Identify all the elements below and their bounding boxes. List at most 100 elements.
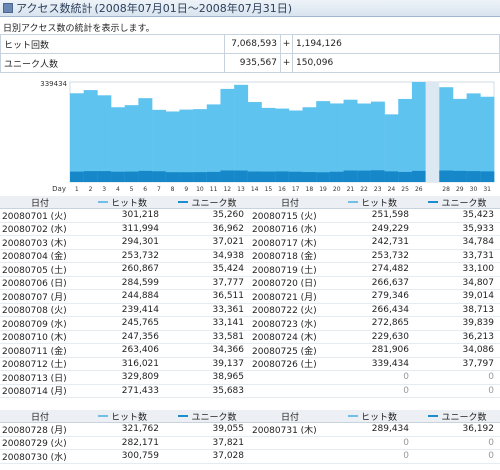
unique-bar xyxy=(70,171,84,182)
hit-bar xyxy=(398,98,413,182)
row-date: 20080711 (金) xyxy=(2,346,67,357)
table-header: 日付 ヒット数 ユニーク数 xyxy=(250,410,500,423)
header-unique: ユニーク数 xyxy=(415,196,500,209)
row-unique: 39,839 xyxy=(462,318,495,329)
row-unique: 35,423 xyxy=(462,210,495,221)
row-hit: 0 xyxy=(403,451,409,462)
hit-bar xyxy=(275,108,290,182)
hit-legend-icon xyxy=(347,201,358,203)
row-date: 20080725 (金) xyxy=(252,346,317,357)
header-unique-label: ユニーク数 xyxy=(191,198,237,209)
x-tick-label: 11 xyxy=(210,186,218,193)
x-tick-label: 30 xyxy=(470,186,478,193)
unique-legend-icon xyxy=(428,201,439,203)
row-unique: 33,731 xyxy=(462,250,495,261)
x-tick-label: 23 xyxy=(374,186,382,193)
row-unique: 34,366 xyxy=(212,345,245,356)
row-hit: 321,762 xyxy=(121,424,159,435)
header-date: 日付 xyxy=(280,198,299,209)
unique-bar xyxy=(398,171,413,182)
x-tick-label: 18 xyxy=(306,186,314,193)
access-chart: 339434 Day 1 2 3 4 5 6 7 8 9 10 11 12 13 14 15 16 17 18 19 20… xyxy=(0,74,500,194)
row-date: 20080728 (月) xyxy=(2,425,67,436)
hit-bar xyxy=(384,114,399,182)
description: 日別アクセス数の統計を表示します。 xyxy=(3,24,155,34)
row-hit: 249,229 xyxy=(371,223,409,234)
daily-table-1: 日付 ヒット数 ユニーク数 20080701 (火) 301,218 35,260 2… xyxy=(0,196,500,408)
row-date: 20080723 (水) xyxy=(252,319,317,330)
unique-bar xyxy=(343,170,358,182)
hit-bar xyxy=(111,107,126,182)
hit-bar xyxy=(316,101,331,182)
row-unique: 39,055 xyxy=(212,424,245,435)
row-unique: 38,965 xyxy=(212,372,245,383)
header-unique: ユニーク数 xyxy=(165,410,250,423)
unique-bar xyxy=(234,170,249,182)
row-date: 20080729 (火) xyxy=(2,439,67,450)
row-hit: 253,732 xyxy=(371,250,409,261)
unique-bar xyxy=(452,170,467,182)
row-hit: 282,171 xyxy=(121,437,159,448)
x-tick-label: 29 xyxy=(456,186,464,193)
row-hit: 339,434 xyxy=(371,358,409,369)
daily-table-2: 日付 ヒット数 ユニーク数 20080728 (月) 321,762 39,055 2… xyxy=(0,410,500,468)
header-hit-label: ヒット数 xyxy=(110,412,147,423)
row-unique: 33,361 xyxy=(212,304,245,315)
x-tick-label: 5 xyxy=(130,186,134,193)
unique-bar xyxy=(329,171,344,182)
row-unique: 33,141 xyxy=(212,318,245,329)
summary-value: 935,567 xyxy=(224,53,281,73)
stats-icon xyxy=(3,3,13,13)
row-date: 20080722 (火) xyxy=(252,306,317,317)
header-unique-label: ユニーク数 xyxy=(191,412,237,423)
hit-bar xyxy=(343,99,358,182)
header-hit-label: ヒット数 xyxy=(360,412,397,423)
hit-bar xyxy=(193,109,208,182)
x-tick-label: 17 xyxy=(292,186,300,193)
row-date: 20080716 (水) xyxy=(252,225,317,236)
table-left-column: 日付 ヒット数 ユニーク数 20080728 (月) 321,762 39,055 2… xyxy=(0,410,250,464)
row-date: 20080731 (木) xyxy=(252,425,317,436)
x-tick-label: 6 xyxy=(143,186,147,193)
table-row: 20080717 (木) 242,731 34,784 xyxy=(250,236,500,250)
table-row: 20080725 (金) 281,906 34,086 xyxy=(250,344,500,358)
hit-bar xyxy=(329,103,344,182)
row-date: 20080726 (土) xyxy=(252,360,317,371)
row-unique: 34,784 xyxy=(462,237,495,248)
highlight-bar xyxy=(425,82,440,182)
unique-bar xyxy=(138,170,153,182)
x-tick-label: 24 xyxy=(388,186,396,193)
x-tick-label: 2 xyxy=(89,186,93,193)
table-row: 20080701 (火) 301,218 35,260 xyxy=(0,209,250,223)
hit-legend-icon xyxy=(97,415,108,417)
header-unique: ユニーク数 xyxy=(415,410,500,423)
summary-table: ヒット回数 7,068,593 + 1,194,126 ユニーク人数 935,5… xyxy=(0,34,500,73)
table-row: 20080729 (火) 282,171 37,821 xyxy=(0,437,250,450)
hit-bar xyxy=(83,90,98,182)
row-unique: 34,807 xyxy=(462,277,495,288)
hit-legend-icon xyxy=(347,415,358,417)
header-unique: ユニーク数 xyxy=(165,196,250,209)
row-hit: 279,346 xyxy=(371,291,409,302)
unique-legend-icon xyxy=(178,415,189,417)
x-tick-label: 26 xyxy=(415,186,423,193)
unique-bar xyxy=(165,172,180,182)
hit-bar xyxy=(439,87,454,182)
date-range: (2008年07月01日～2008年07月31日) xyxy=(94,2,293,15)
row-hit: 289,434 xyxy=(371,424,409,435)
hit-bar xyxy=(70,93,84,182)
table-left-column: 日付 ヒット数 ユニーク数 20080701 (火) 301,218 35,260 2… xyxy=(0,196,250,398)
row-hit: 300,759 xyxy=(121,451,159,462)
unique-bar xyxy=(193,172,208,182)
unique-bar xyxy=(124,171,139,182)
header-hit-label: ヒット数 xyxy=(110,198,147,209)
table-row: 20080721 (月) 279,346 39,014 xyxy=(250,290,500,304)
row-unique: 39,014 xyxy=(462,291,495,302)
table-row: 20080710 (木) 247,356 33,581 xyxy=(0,331,250,344)
table-row: 20080708 (火) 239,414 33,361 xyxy=(0,304,250,317)
header-date: 日付 xyxy=(280,412,299,423)
table-right-column: 日付 ヒット数 ユニーク数 20080731 (木) 289,434 36,192 0… xyxy=(250,410,500,464)
title-bar: アクセス数統計 (2008年07月01日～2008年07月31日) xyxy=(0,0,500,17)
